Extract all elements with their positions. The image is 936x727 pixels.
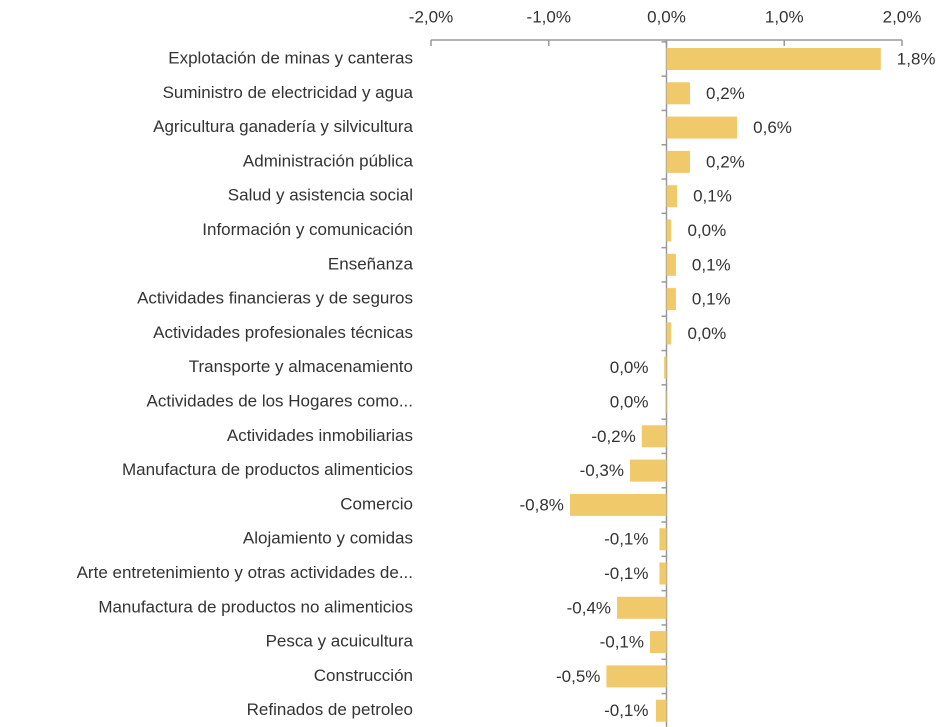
bar (666, 288, 676, 311)
x-tick-label: 1,0% (765, 7, 804, 26)
y-tick-label: Salud y asistencia social (228, 186, 413, 205)
value-label: -0,2% (591, 427, 635, 446)
y-tick-label: Manufactura de productos alimenticios (122, 460, 413, 479)
value-label: 0,0% (688, 221, 727, 240)
bar (629, 459, 667, 482)
y-tick-label: Arte entretenimiento y otras actividades… (77, 563, 413, 582)
value-label: 0,0% (688, 324, 727, 343)
x-tick-label: 2,0% (883, 7, 922, 26)
value-label: -0,1% (604, 530, 648, 549)
value-label: 0,1% (692, 255, 731, 274)
value-label: 0,2% (706, 84, 745, 103)
x-tick-label: -2,0% (409, 7, 453, 26)
y-tick-label: Transporte y almacenamiento (189, 357, 413, 376)
y-tick-label: Actividades de los Hogares como... (147, 391, 413, 410)
y-tick-label: Construcción (314, 666, 413, 685)
value-label: -0,8% (520, 495, 564, 514)
bar (606, 665, 667, 688)
bar (665, 391, 667, 413)
bar (659, 528, 667, 551)
y-tick-label: Manufactura de productos no alimenticios (98, 597, 413, 616)
value-label: 0,0% (610, 392, 649, 411)
y-tick-label: Comercio (340, 494, 413, 513)
bar (617, 596, 667, 619)
y-tick-label: Enseñanza (328, 254, 414, 273)
bar (569, 493, 667, 516)
value-label: -0,1% (600, 633, 644, 652)
y-tick-label: Suministro de electricidad y agua (163, 83, 414, 102)
bar (666, 150, 691, 173)
bar (666, 48, 881, 70)
y-tick-label: Pesca y acuicultura (266, 632, 414, 651)
bar (664, 356, 667, 379)
y-tick-label: Refinados de petroleo (247, 700, 413, 719)
y-tick-label: Actividades profesionales técnicas (153, 323, 413, 342)
value-label: -0,3% (580, 461, 624, 480)
value-label: -0,1% (604, 701, 648, 720)
bar (666, 185, 678, 208)
bar (641, 425, 667, 448)
value-label: 0,0% (610, 358, 649, 377)
bar (655, 699, 667, 722)
value-label: 0,2% (706, 152, 745, 171)
x-tick-label: -1,0% (527, 7, 571, 26)
value-label: 1,8% (897, 49, 936, 68)
value-label: 0,1% (692, 290, 731, 309)
y-tick-label: Administración pública (243, 151, 414, 170)
bar (666, 253, 676, 276)
bar (659, 562, 667, 585)
bar (666, 322, 672, 345)
y-tick-label: Información y comunicación (202, 220, 413, 239)
bar (666, 116, 738, 139)
value-label: -0,1% (604, 564, 648, 583)
y-tick-label: Alojamiento y comidas (243, 529, 413, 548)
y-tick-label: Actividades financieras y de seguros (137, 289, 413, 308)
x-tick-label: 0,0% (647, 7, 686, 26)
value-label: 0,1% (693, 187, 732, 206)
value-label: -0,5% (556, 667, 600, 686)
y-tick-label: Agricultura ganadería y silvicultura (153, 117, 413, 136)
bar (666, 82, 691, 105)
value-label: -0,4% (567, 598, 611, 617)
y-tick-label: Actividades inmobiliarias (227, 426, 413, 445)
y-tick-label: Explotación de minas y canteras (168, 48, 413, 67)
bar (666, 219, 672, 242)
bar (650, 631, 667, 654)
value-label: 0,6% (753, 118, 792, 137)
